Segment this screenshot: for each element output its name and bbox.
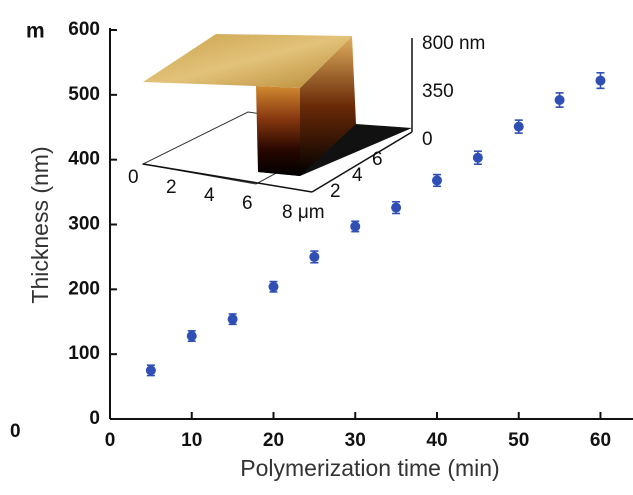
inset-step-face bbox=[256, 86, 300, 176]
point bbox=[473, 153, 483, 163]
inset-y-label: 4 bbox=[352, 165, 363, 186]
x-tick-label: 20 bbox=[263, 430, 284, 451]
y-tick-label: 100 bbox=[68, 343, 100, 364]
point bbox=[228, 314, 238, 324]
point bbox=[350, 221, 360, 231]
y-tick-label: 300 bbox=[68, 214, 100, 235]
x-tick-label: 50 bbox=[508, 430, 529, 451]
point bbox=[514, 122, 524, 132]
x-tick-label: 0 bbox=[105, 430, 116, 451]
point bbox=[146, 365, 156, 375]
inset-y-label: 6 bbox=[372, 149, 383, 170]
inset: 0 2 4 6 8 μm 2 4 6 800 nm 350 0 bbox=[128, 33, 485, 223]
y-tick-label: 200 bbox=[68, 278, 100, 299]
y-tick-label: 400 bbox=[68, 149, 100, 170]
y-axis-title: Thickness (nm) bbox=[27, 146, 53, 303]
inset-z-label: 350 bbox=[422, 81, 454, 102]
inset-x-label: 8 μm bbox=[282, 202, 325, 223]
panel-label: m bbox=[26, 20, 45, 43]
y-tick-label: 0 bbox=[89, 408, 100, 429]
inset-z-label: 0 bbox=[422, 129, 433, 150]
point bbox=[268, 282, 278, 292]
x-tick-label: 40 bbox=[426, 430, 447, 451]
inset-z-label: 800 nm bbox=[422, 33, 485, 54]
x-tick-label: 60 bbox=[590, 430, 611, 451]
stray-tick-label: 0 bbox=[10, 421, 21, 442]
x-tick-label: 30 bbox=[345, 430, 366, 451]
point bbox=[595, 76, 605, 86]
inset-x-label: 2 bbox=[166, 177, 177, 198]
inset-x-label: 0 bbox=[128, 167, 139, 188]
chart: m 0 0 2 4 6 8 μm 2 4 6 800 nm 350 0 Poly… bbox=[0, 0, 633, 495]
inset-y-label: 2 bbox=[330, 181, 341, 202]
inset-x-label: 4 bbox=[204, 185, 215, 206]
inset-x-label: 6 bbox=[242, 193, 253, 214]
x-axis-title: Polymerization time (min) bbox=[240, 455, 499, 481]
point bbox=[309, 252, 319, 262]
point bbox=[555, 95, 565, 105]
y-tick-label: 500 bbox=[68, 84, 100, 105]
point bbox=[187, 331, 197, 341]
y-tick-label: 600 bbox=[68, 19, 100, 40]
point bbox=[391, 203, 401, 213]
x-tick-label: 10 bbox=[181, 430, 202, 451]
point bbox=[432, 175, 442, 185]
